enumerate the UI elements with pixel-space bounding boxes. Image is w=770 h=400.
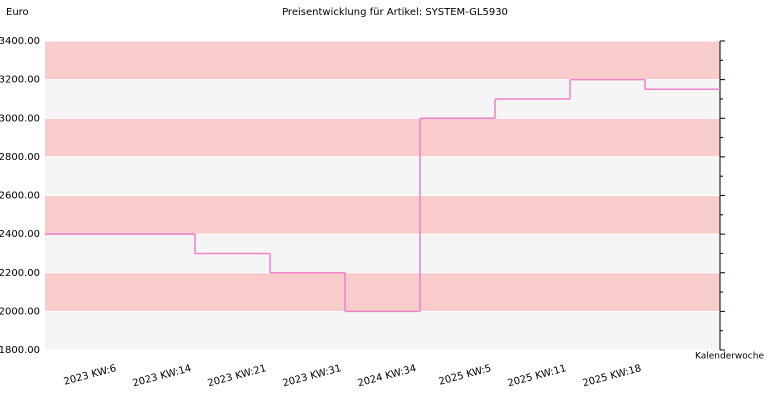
band <box>45 195 720 235</box>
y-tick-label: 2600.00 <box>0 191 40 202</box>
x-tick-label: 2023 KW:21 <box>207 363 268 389</box>
band <box>45 118 720 157</box>
x-tick-label: 2024 KW:34 <box>357 363 418 389</box>
y-tick-label: 3400.00 <box>0 36 40 47</box>
x-tick-label: 2023 KW:14 <box>132 363 193 389</box>
x-tick-label: 2025 KW:11 <box>507 363 568 389</box>
x-axis-label: Kalenderwoche <box>695 352 764 362</box>
y-tick-label: 2800.00 <box>0 152 40 163</box>
x-tick-label: 2025 KW:18 <box>582 363 643 389</box>
y-tick-label: 2200.00 <box>0 268 40 279</box>
chart-title: Preisentwicklung für Artikel: SYSTEM-GL5… <box>282 7 508 18</box>
x-tick-label: 2025 KW:5 <box>438 363 493 388</box>
band <box>45 41 720 80</box>
x-tick-label: 2023 KW:31 <box>282 363 343 389</box>
band <box>45 272 720 312</box>
band <box>45 79 720 119</box>
band <box>45 311 720 350</box>
y-tick-label: 1800.00 <box>0 345 40 356</box>
y-axis-label: Euro <box>6 7 29 18</box>
band <box>45 156 720 196</box>
y-tick-label: 3000.00 <box>0 113 40 124</box>
y-tick-label: 2400.00 <box>0 229 40 240</box>
x-tick-label: 2023 KW:6 <box>63 363 118 388</box>
y-tick-label: 3200.00 <box>0 75 40 86</box>
band <box>45 234 720 273</box>
y-tick-label: 2000.00 <box>0 306 40 317</box>
